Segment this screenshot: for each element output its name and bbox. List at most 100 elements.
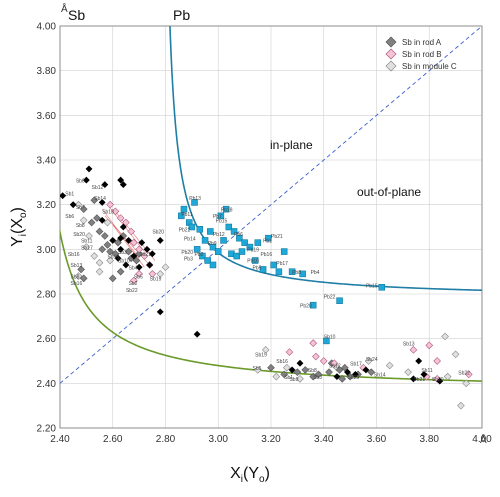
- black-diamond-14: [114, 254, 122, 262]
- light-diamond-12: [253, 366, 262, 374]
- point-label-57: Sb24: [366, 357, 378, 363]
- point-label-65: Sb12: [329, 364, 341, 370]
- point-label-55: Sb10: [324, 335, 336, 341]
- point-label-8: Sb20: [73, 232, 85, 238]
- light-diamond-15: [296, 375, 304, 383]
- red-line-0: [101, 208, 140, 259]
- pink-diamond-18: [433, 357, 441, 365]
- tick-labels: 2.40 2.60 2.80 3.00 3.20 3.40 3.60 3.80 4.00 2.20…: [37, 22, 493, 446]
- pb-square-30: [299, 270, 306, 278]
- pink-diamond-1: [116, 214, 125, 222]
- pb-square-22: [254, 239, 262, 246]
- legend-label-module-c: Sb in module C: [402, 62, 457, 71]
- pink-diamond-9: [135, 270, 143, 278]
- black-diamond-1: [69, 201, 77, 209]
- grey-diamond-21: [280, 370, 289, 379]
- black-diamond-6: [119, 181, 127, 188]
- x-tick-label-5: 3.40: [314, 434, 334, 445]
- point-label-30: Pb22: [179, 227, 191, 233]
- pb-square-38: [238, 248, 246, 255]
- point-label-61: Sb11: [421, 368, 433, 374]
- y-axis-label: Yi(Xo): [9, 207, 29, 247]
- y-label-main: Y: [9, 236, 26, 247]
- point-label-52: Sb5: [253, 366, 262, 372]
- pink-diamond-13: [309, 339, 318, 347]
- x-unit: Å: [480, 433, 487, 446]
- point-label-23: Sb19: [150, 277, 162, 283]
- curve-label-sb: Sb: [68, 7, 85, 23]
- y-tick-label-8: 3.80: [37, 66, 57, 77]
- y-label-paren: X: [9, 218, 26, 229]
- black-diamond-32: [333, 373, 341, 381]
- light-diamond-22: [457, 401, 465, 410]
- point-label-67: Sb3: [313, 375, 322, 381]
- point-label-25: Pb13: [189, 196, 201, 202]
- grey-diamond-30: [367, 368, 376, 376]
- point-label-49: Pb2: [195, 252, 204, 258]
- point-label-42: Pb8: [292, 270, 301, 276]
- y-unit: Å: [61, 2, 68, 15]
- x-tick-label-2: 2.80: [156, 434, 176, 445]
- grey-diamond-23: [301, 366, 310, 374]
- point-label-31: Pb12: [213, 232, 225, 238]
- point-label-12: Sb13: [71, 263, 83, 269]
- diagonal-line: [60, 26, 482, 384]
- black-diamond-22: [119, 223, 127, 231]
- y-label-sub2: o: [18, 212, 29, 218]
- pb-square-26: [270, 261, 277, 269]
- black-diamond-10: [117, 234, 125, 242]
- point-label-66: Sb9: [289, 377, 298, 383]
- pink-diamond-15: [330, 359, 339, 368]
- pink-diamond-8: [130, 276, 138, 285]
- pink-diamond-16: [319, 357, 328, 365]
- point-labels: Sb1Sb12Sb6Sb14Sb7Sb18Sb6Sb8Sb20Sb11Sb17S…: [65, 178, 470, 383]
- grey-diamond-16: [77, 265, 85, 274]
- grid: [59, 25, 483, 429]
- legend-label-rod-b: Sb in rod B: [402, 50, 442, 59]
- point-label-27: Pb7: [213, 214, 222, 220]
- plot-frame: [59, 25, 483, 429]
- pb-square-5: [207, 228, 214, 235]
- light-diamond-20: [441, 332, 449, 341]
- light-diamond-8: [74, 272, 83, 280]
- black-diamond-7: [101, 181, 109, 188]
- light-diamond-4: [95, 258, 104, 267]
- point-label-40: Pb10: [247, 259, 259, 265]
- grey-diamond-33: [341, 363, 349, 372]
- curve-label-pb: Pb: [173, 7, 190, 23]
- pb-square-16: [199, 252, 206, 260]
- point-label-45: Pb21: [271, 234, 283, 240]
- black-diamond-23: [193, 330, 201, 338]
- black-diamond-16: [135, 263, 143, 271]
- black-diamond-2: [85, 165, 93, 173]
- light-diamond-19: [404, 368, 412, 376]
- point-label-29: Pb15: [216, 219, 228, 225]
- pb-square-14: [217, 212, 225, 220]
- grey-diamond-32: [309, 372, 318, 381]
- grey-diamond-7: [114, 238, 122, 247]
- x-tick-label-7: 3.80: [420, 434, 440, 445]
- y-tick-label-5: 3.20: [37, 200, 57, 211]
- point-label-62: Sb20: [432, 377, 444, 383]
- pb-square-13: [246, 243, 254, 251]
- grey-diamond-25: [325, 368, 333, 376]
- point-label-11: Sb16: [68, 252, 80, 258]
- legend-label-rod-a: Sb in rod A: [402, 38, 442, 47]
- y-tick-label-6: 3.40: [37, 156, 57, 167]
- pb-square-35: [178, 212, 185, 220]
- light-diamond-17: [364, 357, 373, 365]
- black-diamond-21: [146, 261, 154, 269]
- black-diamond-19: [148, 250, 156, 258]
- point-label-51: Sb19: [255, 353, 267, 359]
- light-diamond-23: [462, 379, 470, 388]
- black-diamond-12: [130, 252, 138, 260]
- pink-diamond-21: [433, 375, 441, 383]
- y-tick-label-4: 3.00: [37, 245, 57, 256]
- point-label-7: Sb8: [76, 223, 85, 229]
- pb-square-32: [378, 284, 386, 291]
- y-tick-label-3: 2.80: [37, 290, 57, 301]
- point-label-5: Sb18: [102, 210, 114, 216]
- point-label-50: Sb16: [276, 359, 288, 365]
- pb-square-25: [259, 266, 267, 273]
- black-diamond-18: [143, 245, 151, 253]
